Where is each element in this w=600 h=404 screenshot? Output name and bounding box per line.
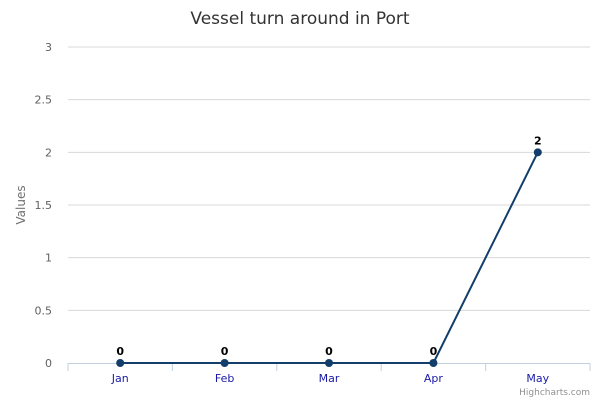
data-label: 0 bbox=[325, 345, 333, 358]
y-tick-label: 2 bbox=[45, 146, 52, 159]
data-point[interactable] bbox=[325, 359, 333, 367]
data-point[interactable] bbox=[533, 148, 542, 157]
y-tick-label: 0.5 bbox=[35, 304, 53, 317]
credits-link[interactable]: Highcharts.com bbox=[519, 388, 590, 398]
data-point[interactable] bbox=[429, 359, 438, 367]
y-tick-label: 3 bbox=[45, 41, 52, 54]
x-tick-label: Apr bbox=[424, 372, 444, 385]
gridlines bbox=[68, 46, 590, 311]
data-point[interactable] bbox=[220, 359, 229, 367]
data-label: 0 bbox=[116, 345, 124, 358]
data-label: 0 bbox=[430, 345, 438, 358]
data-label: 0 bbox=[221, 345, 229, 358]
y-tick-label: 1.5 bbox=[35, 199, 53, 212]
data-point[interactable] bbox=[116, 359, 125, 367]
series bbox=[116, 148, 542, 367]
y-tick-label: 0 bbox=[45, 357, 52, 370]
x-tick-label: May bbox=[526, 372, 549, 385]
y-tick-label: 1 bbox=[45, 252, 52, 265]
y-axis-title: Values bbox=[14, 185, 28, 224]
chart-title: Vessel turn around in Port bbox=[190, 9, 409, 29]
x-tick-label: Jan bbox=[111, 372, 129, 385]
x-tick-label: Feb bbox=[215, 372, 234, 385]
y-tick-label: 2.5 bbox=[35, 94, 53, 107]
x-tick-label: Mar bbox=[319, 372, 340, 385]
data-label: 2 bbox=[534, 134, 542, 147]
labels: 0 0 0 0 2 bbox=[116, 134, 541, 358]
